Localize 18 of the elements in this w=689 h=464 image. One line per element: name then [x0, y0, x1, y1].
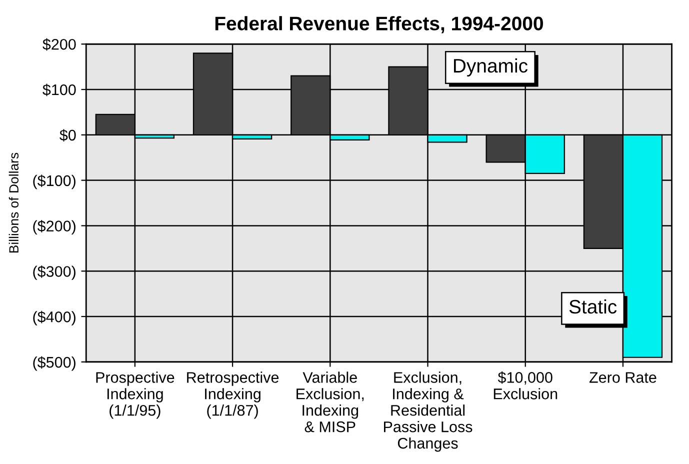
- x-tick-label: Retrospective Indexing (1/1/87): [187, 372, 279, 419]
- x-tick-label: Prospective Indexing (1/1/95): [96, 372, 174, 419]
- y-tick-label: ($300): [33, 265, 76, 280]
- x-tick-label: $10,000 Exclusion: [494, 371, 558, 400]
- x-tick-label: Exclusion, Indexing & Residential Passive Loss Changes: [384, 372, 472, 452]
- series-label: Static: [569, 299, 617, 314]
- y-tick-label: ($500): [33, 356, 76, 371]
- x-tick-label: Zero Rate: [589, 372, 656, 383]
- y-tick-label: $0: [60, 129, 76, 142]
- y-tick-label: ($100): [33, 174, 76, 190]
- y-tick-label: ($200): [33, 220, 76, 235]
- x-tick-label: Variable Exclusion, Indexing & MISP: [296, 372, 364, 432]
- y-tick-label: $200: [42, 38, 76, 51]
- y-axis-title: Billions of Dollars: [8, 152, 19, 253]
- chart-title: Federal Revenue Effects, 1994-2000: [215, 16, 543, 34]
- series-label: Dynamic: [454, 58, 528, 77]
- y-tick-label: ($400): [33, 310, 76, 326]
- y-tick-label: $100: [42, 84, 76, 96]
